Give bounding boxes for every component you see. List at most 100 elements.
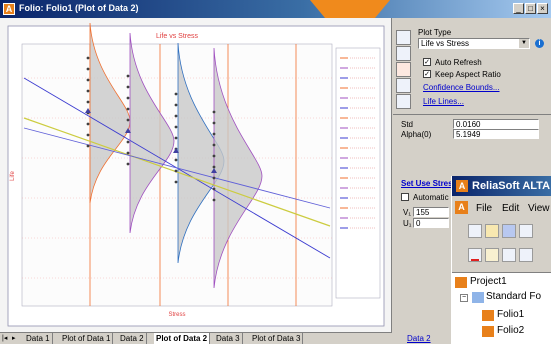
folder-icon xyxy=(472,292,484,303)
data-point xyxy=(174,103,178,107)
plot-area xyxy=(21,43,333,307)
data-point xyxy=(212,121,216,125)
folio-icon xyxy=(482,326,494,337)
data-point xyxy=(126,140,130,144)
pdf-curve xyxy=(129,32,175,234)
keep-aspect-checkbox[interactable]: ✓ xyxy=(423,70,431,78)
v1-label: V₁ xyxy=(403,208,412,217)
data-point xyxy=(174,158,178,162)
alta-window[interactable]: A ReliaSoft ALTA A File Edit View Projec… xyxy=(451,176,551,344)
tree-folio1[interactable]: Folio1 xyxy=(497,309,525,320)
auto-refresh-label: Auto Refresh xyxy=(435,58,482,67)
alpha-label: Alpha(0) xyxy=(401,130,432,139)
save-icon[interactable] xyxy=(502,224,516,238)
plot-type-select[interactable]: Life vs Stress ▼ xyxy=(418,38,530,49)
open-folder-icon[interactable] xyxy=(485,224,499,238)
data-point xyxy=(174,125,178,129)
confidence-bounds-link[interactable]: Confidence Bounds... xyxy=(423,83,500,92)
align-left-icon[interactable] xyxy=(502,248,516,262)
data-point xyxy=(86,89,90,93)
data-point xyxy=(126,118,130,122)
tab-data-3[interactable]: Data 3 xyxy=(214,333,243,344)
data-point xyxy=(126,151,130,155)
data-point xyxy=(86,78,90,82)
chart-settings-icon[interactable] xyxy=(396,46,411,61)
tree-project[interactable]: Project1 xyxy=(470,276,507,287)
tab-plot-of-data-2[interactable]: Plot of Data 2 xyxy=(154,333,211,344)
close-button[interactable]: × xyxy=(537,3,548,14)
pdf-curves xyxy=(89,22,263,289)
data-lines xyxy=(23,77,331,259)
alta-menu-icon[interactable]: A xyxy=(455,201,468,214)
grid-icon[interactable] xyxy=(396,78,411,93)
menu-file[interactable]: File xyxy=(476,203,493,214)
data-point xyxy=(86,133,90,137)
print-icon[interactable] xyxy=(519,224,533,238)
tab-plot-of-data-1[interactable]: Plot of Data 1 xyxy=(60,333,114,344)
export-icon[interactable] xyxy=(396,94,411,109)
scale-icon[interactable] xyxy=(396,62,411,77)
data-point xyxy=(212,143,216,147)
data-point xyxy=(212,110,216,114)
data-point xyxy=(86,100,90,104)
plot-title: Life vs Stress xyxy=(156,33,199,40)
tree-folder[interactable]: Standard Fo xyxy=(486,291,542,302)
align-center-icon[interactable] xyxy=(519,248,533,262)
auto-refresh-checkbox[interactable]: ✓ xyxy=(423,58,431,66)
data-point xyxy=(86,122,90,126)
menu-view[interactable]: View xyxy=(528,203,550,214)
data-point xyxy=(86,56,90,60)
automatic-checkbox[interactable] xyxy=(401,193,409,201)
tab-data-2[interactable]: Data 2 xyxy=(118,333,147,344)
data-point xyxy=(86,67,90,71)
plot-type-label: Plot Type xyxy=(418,28,452,37)
legend-items xyxy=(340,57,376,229)
help-icon[interactable]: i xyxy=(535,39,544,48)
divider xyxy=(393,114,551,115)
data-point xyxy=(126,96,130,100)
fill-color-icon[interactable] xyxy=(485,248,499,262)
lower-bound-line xyxy=(23,127,331,209)
data-point xyxy=(126,162,130,166)
data-point xyxy=(126,107,130,111)
median-line xyxy=(23,117,331,227)
median-marker xyxy=(125,128,131,133)
set-use-stress-link[interactable]: Set Use Stres xyxy=(401,179,453,188)
brand-decoration xyxy=(310,0,390,18)
median-marker xyxy=(173,148,179,153)
data-point xyxy=(174,180,178,184)
alpha-input[interactable]: 5.1949 xyxy=(453,129,539,139)
tab-nav-next-button[interactable]: ▸ xyxy=(12,335,16,342)
data-point xyxy=(174,136,178,140)
tree-folio2[interactable]: Folio2 xyxy=(497,325,525,336)
data-point xyxy=(86,144,90,148)
title-bar[interactable]: A Folio: Folio1 (Plot of Data 2) _ □ × xyxy=(0,0,551,18)
alta-title: ReliaSoft ALTA xyxy=(472,180,551,192)
plot-panel[interactable]: Life vs Stress Stress Life xyxy=(0,18,392,332)
chevron-down-icon[interactable]: ▼ xyxy=(519,39,529,48)
alta-title-bar[interactable]: A ReliaSoft ALTA xyxy=(452,176,551,196)
data-point xyxy=(212,154,216,158)
collapse-toggle[interactable]: − xyxy=(460,294,468,302)
tab-data-1[interactable]: Data 1 xyxy=(24,333,53,344)
minimize-button[interactable]: _ xyxy=(513,3,524,14)
life-vs-stress-plot[interactable]: Life vs Stress Stress Life xyxy=(0,18,392,332)
tab-nav-first-button[interactable]: |◂ xyxy=(2,335,8,342)
font-color-icon[interactable] xyxy=(468,248,482,262)
x-axis-label: Stress xyxy=(168,312,185,318)
tab-plot-of-data-3[interactable]: Plot of Data 3 xyxy=(250,333,304,344)
std-input[interactable]: 0.0160 xyxy=(453,119,539,129)
new-file-icon[interactable] xyxy=(468,224,482,238)
maximize-button[interactable]: □ xyxy=(525,3,536,14)
folio-icon xyxy=(482,310,494,321)
data-points xyxy=(85,56,217,202)
pencil-icon[interactable] xyxy=(396,30,411,45)
menu-edit[interactable]: Edit xyxy=(502,203,520,214)
alta-logo: A xyxy=(456,180,468,192)
pdf-curve xyxy=(213,47,263,289)
life-lines-link[interactable]: Life Lines... xyxy=(423,97,464,106)
u1-input[interactable]: 0 xyxy=(413,218,449,228)
v1-input[interactable]: 155 xyxy=(413,207,449,217)
data-2-link[interactable]: Data 2 xyxy=(407,334,431,343)
